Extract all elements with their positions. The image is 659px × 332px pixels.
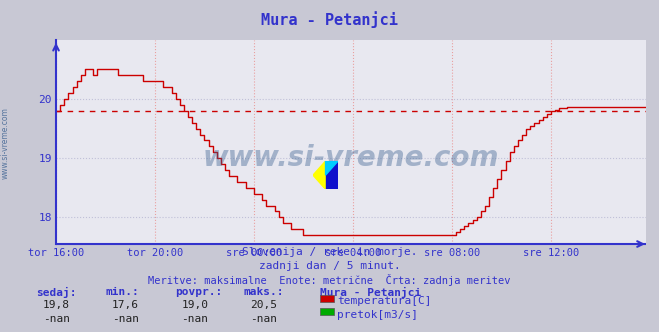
Text: -nan: -nan <box>112 314 139 324</box>
Text: zadnji dan / 5 minut.: zadnji dan / 5 minut. <box>258 261 401 271</box>
Text: povpr.:: povpr.: <box>175 287 222 297</box>
Text: 20,5: 20,5 <box>250 300 277 310</box>
Polygon shape <box>326 161 338 175</box>
Text: maks.:: maks.: <box>244 287 284 297</box>
Text: 19,8: 19,8 <box>43 300 70 310</box>
Text: temperatura[C]: temperatura[C] <box>337 296 432 306</box>
Text: sedaj:: sedaj: <box>36 287 76 298</box>
Text: -nan: -nan <box>250 314 277 324</box>
Text: www.si-vreme.com: www.si-vreme.com <box>203 144 499 172</box>
Text: pretok[m3/s]: pretok[m3/s] <box>337 309 418 320</box>
Text: Meritve: maksimalne  Enote: metrične  Črta: zadnja meritev: Meritve: maksimalne Enote: metrične Črta… <box>148 274 511 286</box>
Text: Mura - Petanjci: Mura - Petanjci <box>261 12 398 29</box>
Text: -nan: -nan <box>181 314 208 324</box>
Polygon shape <box>313 161 326 189</box>
Text: www.si-vreme.com: www.si-vreme.com <box>1 107 10 179</box>
Text: Slovenija / reke in morje.: Slovenija / reke in morje. <box>242 247 417 257</box>
Text: 17,6: 17,6 <box>112 300 139 310</box>
Polygon shape <box>326 161 338 189</box>
Text: 19,0: 19,0 <box>181 300 208 310</box>
Text: Mura - Petanjci: Mura - Petanjci <box>320 287 421 298</box>
Text: min.:: min.: <box>105 287 139 297</box>
Text: -nan: -nan <box>43 314 70 324</box>
